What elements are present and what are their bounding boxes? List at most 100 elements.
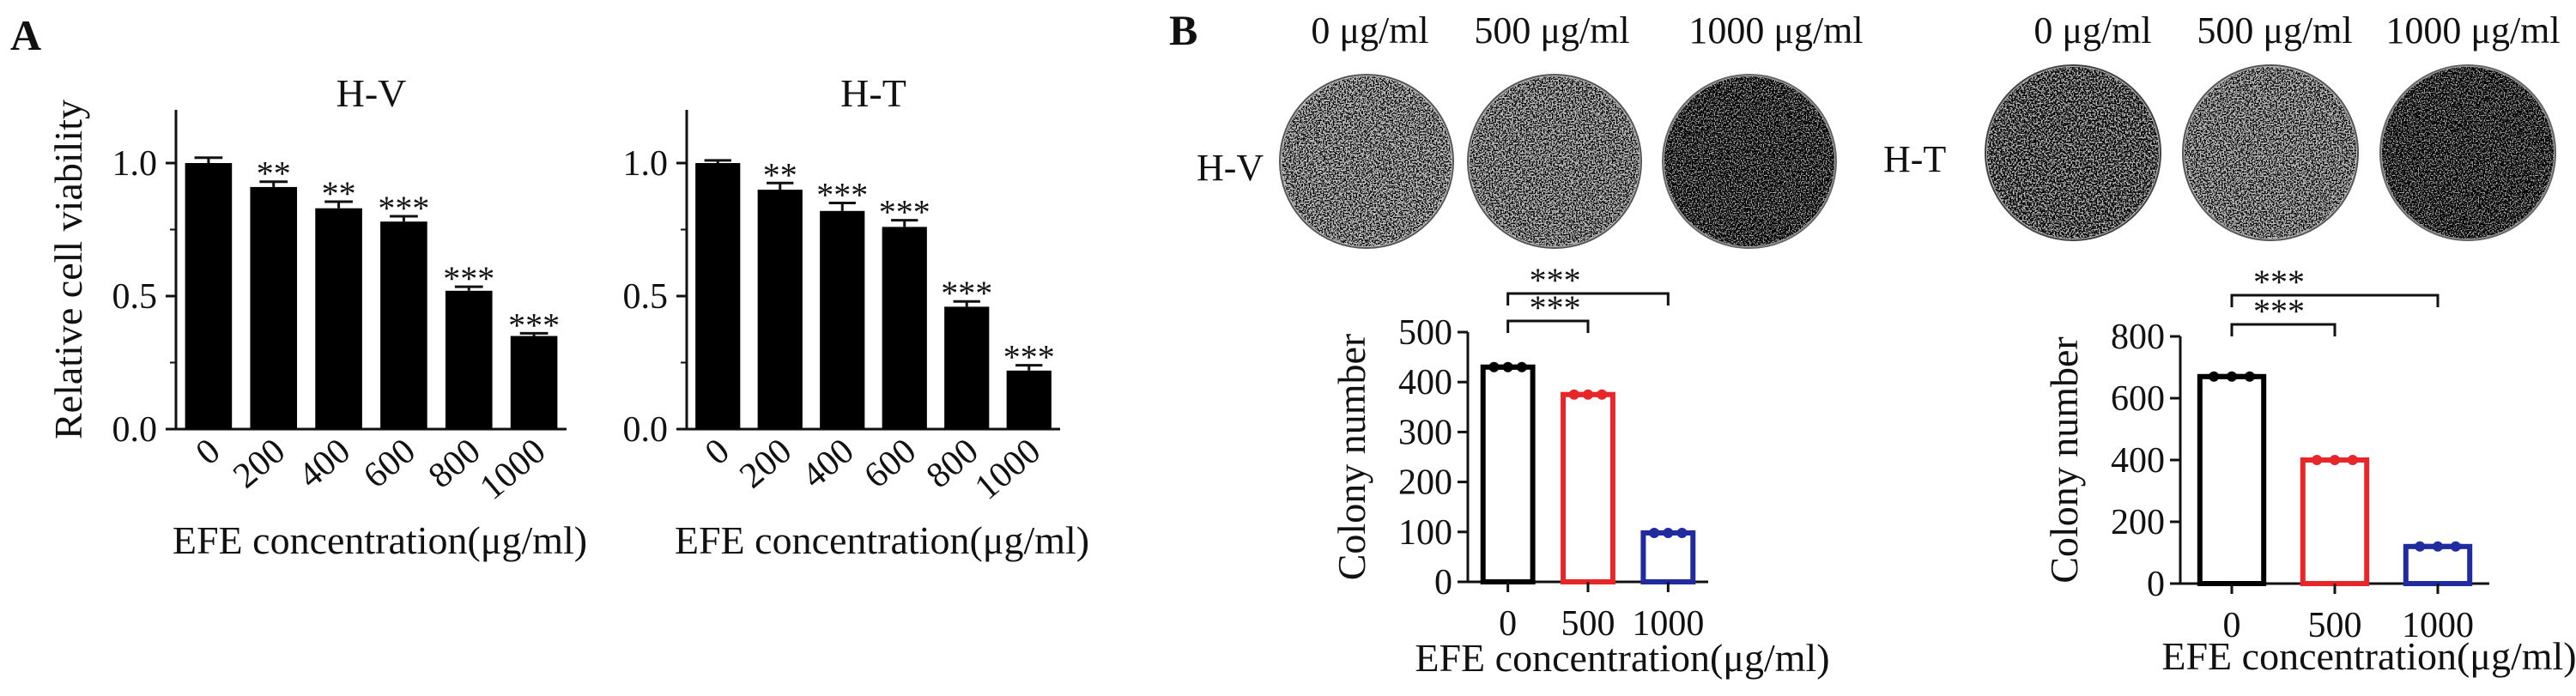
x-tick-label: 200 [732,431,799,496]
colonies-ht-0 [1987,67,2159,239]
comparison-bracket [1506,319,1590,333]
bar [1640,530,1696,584]
bar [2403,543,2473,586]
colony-plates-ht: 0 μg/ml 500 μg/ml 1000 μg/ml H-T [1883,9,2561,241]
colony-chart-ht: 0 200 400 600 800 0 500 1000 ****** EFE concentra… [2042,263,2576,678]
bar [2197,373,2267,586]
bar [882,227,927,429]
data-point [1488,361,1500,372]
comparison-bracket [2230,323,2337,336]
x-tick-label: 800 [421,431,488,496]
y-tick-label: 1.0 [112,144,158,184]
significance-label: ** [322,174,356,213]
x-tick-label: 0 [698,431,737,473]
row-label-ht: H-T [1883,138,1946,180]
bar [510,336,558,429]
significance-label: *** [2253,292,2305,330]
bar [944,306,990,429]
bar [757,190,803,429]
significance-label: *** [508,306,560,344]
y-axis-title: Relative cell viability [46,100,90,439]
row-label-hv: H-V [1197,147,1264,189]
y-tick-label: 400 [2111,441,2165,481]
viability-chart-ht: H-T0.00.51.00**200***400***600***800***1… [623,71,1090,562]
data-point [2312,455,2323,465]
data-point [2450,541,2461,552]
data-point [2209,371,2220,382]
plate-label-hv-0: 0 μg/ml [1311,9,1428,51]
data-point [2330,455,2340,465]
bar [185,163,233,429]
significance-label: *** [1530,261,1581,300]
data-point [1516,361,1527,372]
y-axis-title: Colony number [2042,336,2086,583]
data-point [1676,527,1688,538]
bar [250,186,298,429]
plot-title: H-V [336,71,407,115]
x-tick-label: 1000 [2402,606,2474,645]
x-tick-label: 1000 [1632,604,1704,644]
bar [445,290,493,429]
x-axis-title: EFE concentration(μg/ml) [1415,636,1829,680]
significance-label: *** [443,259,494,298]
y-tick-label: 0.0 [112,410,158,450]
x-tick-label: 1000 [473,431,554,507]
data-point [2227,371,2237,382]
data-point [1663,527,1674,538]
x-tick-label: 600 [356,431,423,496]
bar [315,208,362,429]
y-tick-label: 200 [1398,463,1452,503]
panel-letter-b: B [1169,6,1197,54]
colonies-hv-500 [1470,76,1640,246]
data-point [1649,527,1660,538]
data-point [1597,389,1608,400]
bar [820,210,865,429]
y-tick-label: 800 [2111,318,2165,357]
bar [1561,391,1615,584]
y-tick-label: 100 [1398,513,1452,553]
comparison-bracket [1506,292,1670,306]
x-tick-label: 500 [1561,604,1615,644]
x-axis-title: EFE concentration(μg/ml) [173,518,587,562]
colonies-ht-1000 [2382,67,2554,239]
bar [1006,370,1052,429]
bar [695,163,741,429]
data-point [1583,389,1593,400]
bar [380,221,427,429]
plate-label-ht-1000: 1000 μg/ml [2385,9,2560,51]
significance-label: *** [816,176,868,215]
significance-label: *** [879,193,930,232]
y-tick-label: 0 [1434,563,1452,602]
y-tick-label: 0.0 [623,410,669,450]
y-axis-title: Colony number [1330,334,1373,580]
x-tick-label: 400 [795,431,862,496]
plate-label-ht-500: 500 μg/ml [2197,9,2352,51]
bar [1480,364,1536,584]
significance-label: *** [2253,263,2305,301]
x-tick-label: 0 [2223,606,2241,645]
plot-title: H-T [840,71,906,115]
y-tick-label: 400 [1398,363,1452,402]
data-point [2347,455,2358,465]
x-tick-label: 500 [2308,606,2362,645]
x-tick-label: 600 [857,431,924,496]
colonies-hv-0 [1282,76,1452,246]
comparison-bracket [2230,294,2440,307]
viability-chart-hv: H-V 0.0 0.5 1.0 0 ** 200 ** 400 *** 600 *** 800 *** 10… [46,71,587,562]
y-tick-label: 0 [2147,565,2165,604]
y-tick-label: 200 [2111,503,2165,542]
y-tick-label: 0.5 [112,277,158,317]
data-point [1502,361,1513,372]
significance-label: ** [257,154,291,193]
y-tick-label: 0.5 [623,277,669,317]
plate-label-ht-0: 0 μg/ml [2034,9,2151,51]
data-point [2415,541,2426,552]
significance-label: *** [378,189,429,227]
y-tick-label: 600 [2111,379,2165,419]
colony-plates-hv: 0 μg/ml 500 μg/ml 1000 μg/ml H-V [1197,9,1864,249]
data-point [1568,389,1579,400]
x-tick-label: 200 [226,431,293,496]
